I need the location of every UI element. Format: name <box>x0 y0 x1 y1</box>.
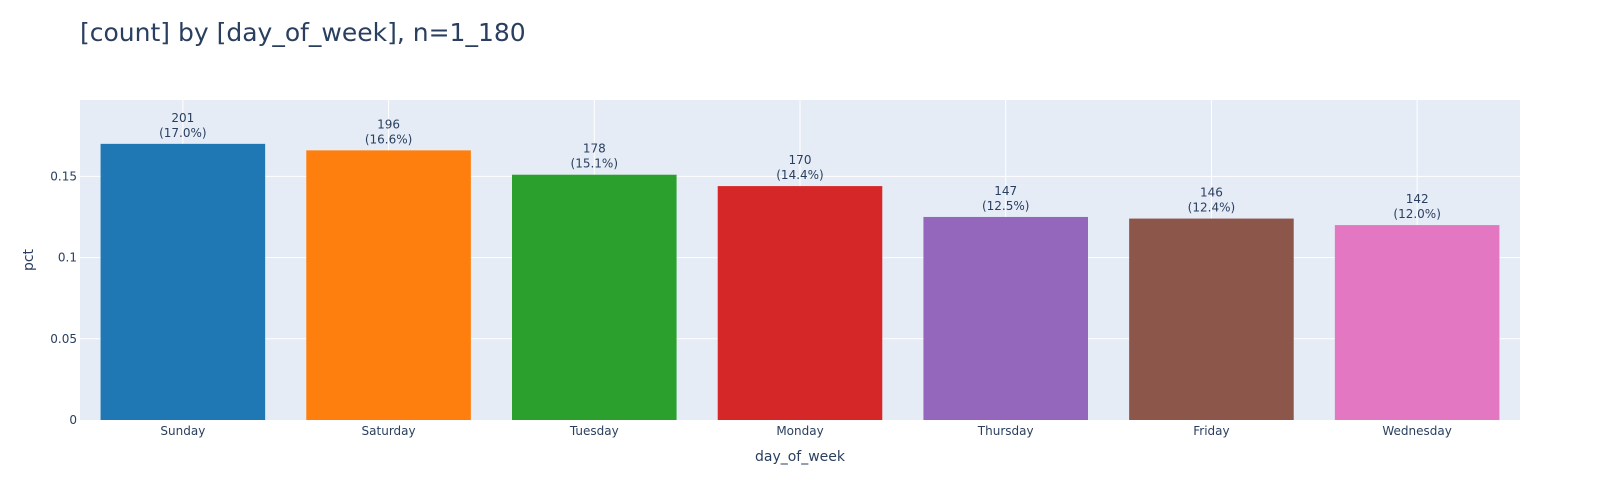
bar-friday[interactable] <box>1129 218 1294 420</box>
x-tick-label: Saturday <box>362 424 416 438</box>
chart-title: [count] by [day_of_week], n=1_180 <box>80 18 526 47</box>
x-tick-label: Wednesday <box>1382 424 1451 438</box>
data-label-count: 196 <box>377 117 400 131</box>
y-tick-label: 0.1 <box>58 251 77 265</box>
x-tick-label: Monday <box>776 424 823 438</box>
data-label-count: 147 <box>994 184 1017 198</box>
x-tick-label: Thursday <box>977 424 1034 438</box>
data-label-percent: (12.4%) <box>1188 201 1235 215</box>
data-label-count: 146 <box>1200 186 1223 200</box>
data-label-percent: (16.6%) <box>365 132 412 146</box>
y-tick-label: 0 <box>69 413 77 427</box>
x-axis-ticks: Sunday Saturday Tuesday Monday Thursday Frida… <box>160 424 1451 438</box>
bars <box>100 143 1500 421</box>
bar-sunday[interactable] <box>100 143 266 421</box>
bar-tuesday[interactable] <box>512 174 677 420</box>
data-label-count: 142 <box>1406 192 1429 206</box>
y-axis-ticks: 0 0.05 0.1 0.15 <box>50 169 77 427</box>
y-axis-title: pct <box>21 248 37 271</box>
data-label-percent: (12.0%) <box>1393 207 1440 221</box>
bar-thursday[interactable] <box>923 216 1088 420</box>
data-label-percent: (14.4%) <box>776 168 823 182</box>
data-label-percent: (17.0%) <box>159 126 206 140</box>
data-label-count: 201 <box>171 111 194 125</box>
x-tick-label: Friday <box>1193 424 1229 438</box>
x-axis-title: day_of_week <box>755 449 846 465</box>
bar-monday[interactable] <box>717 186 883 420</box>
data-label-percent: (15.1%) <box>571 157 618 171</box>
x-tick-label: Sunday <box>160 424 205 438</box>
y-tick-label: 0.05 <box>50 332 77 346</box>
data-label-percent: (12.5%) <box>982 199 1029 213</box>
bar-wednesday[interactable] <box>1334 225 1500 420</box>
data-label-count: 170 <box>789 153 812 167</box>
data-labels: 201(17.0%) 196(16.6%) 178(15.1%) 170(14.4%)… <box>159 111 1441 221</box>
y-tick-label: 0.15 <box>50 169 77 183</box>
x-tick-label: Tuesday <box>569 424 619 438</box>
data-label-count: 178 <box>583 142 606 156</box>
bar-saturday[interactable] <box>306 150 471 420</box>
